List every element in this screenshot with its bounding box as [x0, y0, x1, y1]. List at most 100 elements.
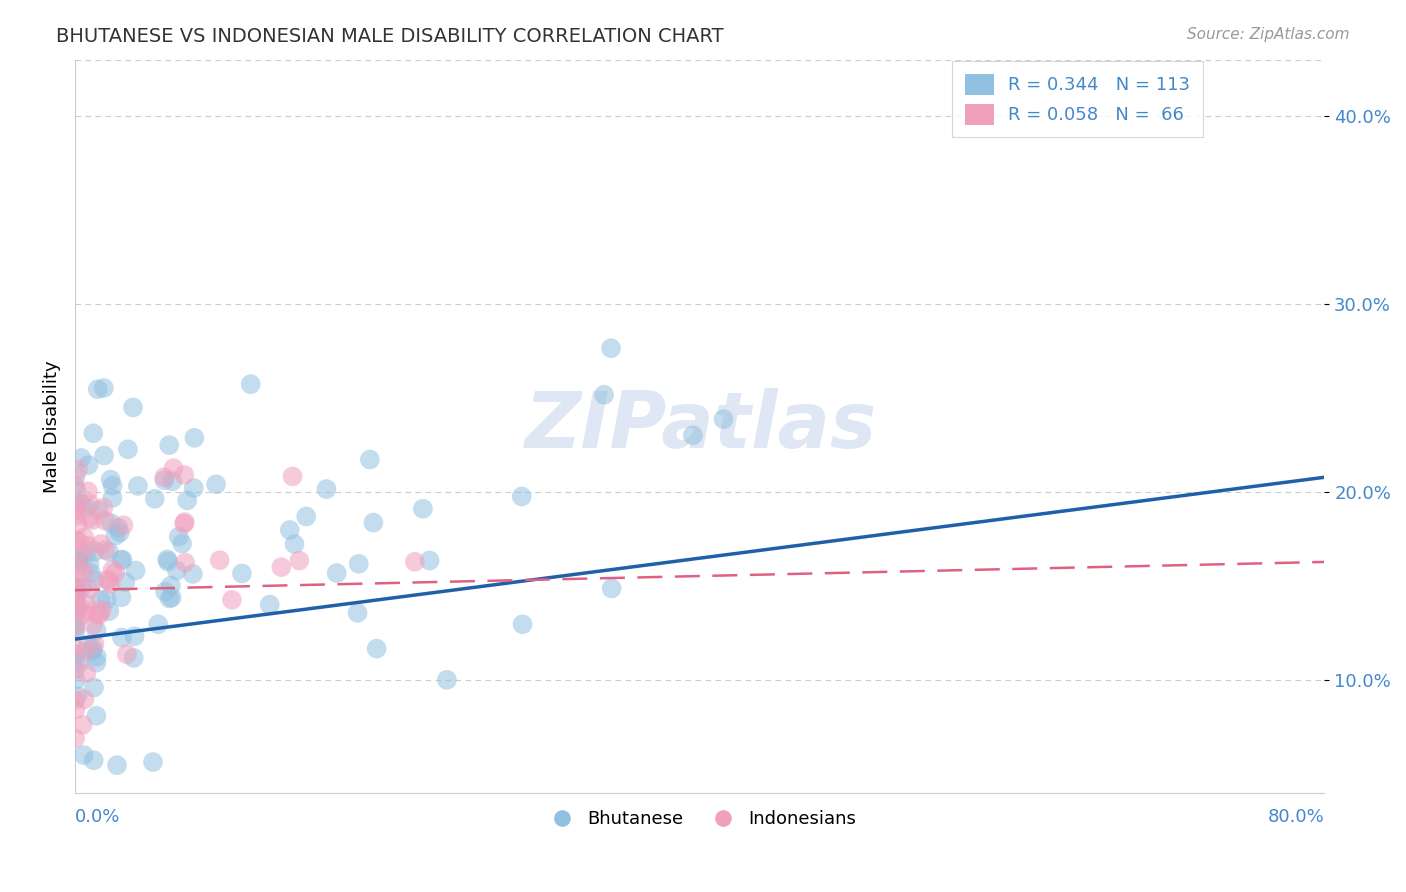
Point — [70, 581, 93, 595]
Point — [65, 579, 87, 593]
Y-axis label: Male Disability: Male Disability — [44, 360, 60, 492]
Point — [160, 578, 183, 592]
Point — [142, 755, 165, 769]
Point — [63, 693, 86, 707]
Point — [104, 566, 127, 580]
Point — [66, 559, 89, 574]
Point — [63, 620, 86, 634]
Point — [157, 438, 180, 452]
Point — [65, 624, 87, 639]
Point — [75, 607, 97, 621]
Point — [84, 544, 107, 558]
Point — [600, 582, 623, 596]
Point — [153, 584, 176, 599]
Point — [63, 731, 86, 746]
Point — [67, 551, 90, 566]
Point — [162, 461, 184, 475]
Point — [65, 600, 87, 615]
Point — [162, 474, 184, 488]
Point — [108, 525, 131, 540]
Point — [70, 450, 93, 465]
Point — [79, 557, 101, 571]
Point — [82, 617, 104, 632]
Point — [117, 442, 139, 457]
Point — [156, 552, 179, 566]
Point — [510, 490, 533, 504]
Point — [76, 638, 98, 652]
Point — [63, 603, 86, 617]
Point — [94, 542, 117, 557]
Point — [682, 428, 704, 442]
Point — [122, 401, 145, 415]
Point — [112, 518, 135, 533]
Point — [65, 583, 87, 598]
Point — [82, 641, 104, 656]
Point — [270, 560, 292, 574]
Point — [63, 647, 86, 661]
Point — [63, 601, 86, 615]
Point — [110, 591, 132, 605]
Point — [90, 602, 112, 616]
Point — [172, 536, 194, 550]
Point — [83, 753, 105, 767]
Point — [167, 530, 190, 544]
Point — [65, 590, 87, 604]
Point — [82, 426, 104, 441]
Point — [83, 637, 105, 651]
Point — [153, 470, 176, 484]
Point — [89, 607, 111, 622]
Point — [419, 553, 441, 567]
Point — [288, 553, 311, 567]
Point — [72, 718, 94, 732]
Text: ZIPatlas: ZIPatlas — [523, 389, 876, 465]
Point — [63, 508, 86, 523]
Point — [156, 554, 179, 568]
Point — [593, 388, 616, 402]
Point — [86, 624, 108, 638]
Point — [107, 521, 129, 535]
Point — [315, 482, 337, 496]
Point — [65, 597, 87, 611]
Point — [173, 467, 195, 482]
Point — [93, 449, 115, 463]
Point — [208, 553, 231, 567]
Point — [283, 537, 305, 551]
Point — [86, 656, 108, 670]
Point — [93, 500, 115, 515]
Point — [69, 496, 91, 510]
Point — [346, 606, 368, 620]
Point — [83, 681, 105, 695]
Point — [73, 692, 96, 706]
Point — [63, 478, 86, 492]
Point — [79, 582, 101, 596]
Point — [77, 512, 100, 526]
Point — [75, 666, 97, 681]
Point — [98, 604, 121, 618]
Point — [110, 552, 132, 566]
Point — [73, 565, 96, 579]
Point — [75, 603, 97, 617]
Point — [82, 513, 104, 527]
Point — [281, 469, 304, 483]
Point — [173, 515, 195, 529]
Point — [83, 573, 105, 587]
Point — [63, 503, 86, 517]
Point — [77, 539, 100, 553]
Point — [104, 528, 127, 542]
Point — [65, 586, 87, 600]
Point — [278, 523, 301, 537]
Point — [111, 631, 134, 645]
Point — [67, 656, 90, 670]
Point — [111, 552, 134, 566]
Point — [66, 603, 89, 617]
Point — [96, 592, 118, 607]
Point — [82, 644, 104, 658]
Point — [205, 477, 228, 491]
Point — [143, 491, 166, 506]
Point — [73, 747, 96, 762]
Point — [73, 531, 96, 545]
Point — [86, 649, 108, 664]
Point — [100, 516, 122, 531]
Point — [69, 546, 91, 560]
Point — [67, 553, 90, 567]
